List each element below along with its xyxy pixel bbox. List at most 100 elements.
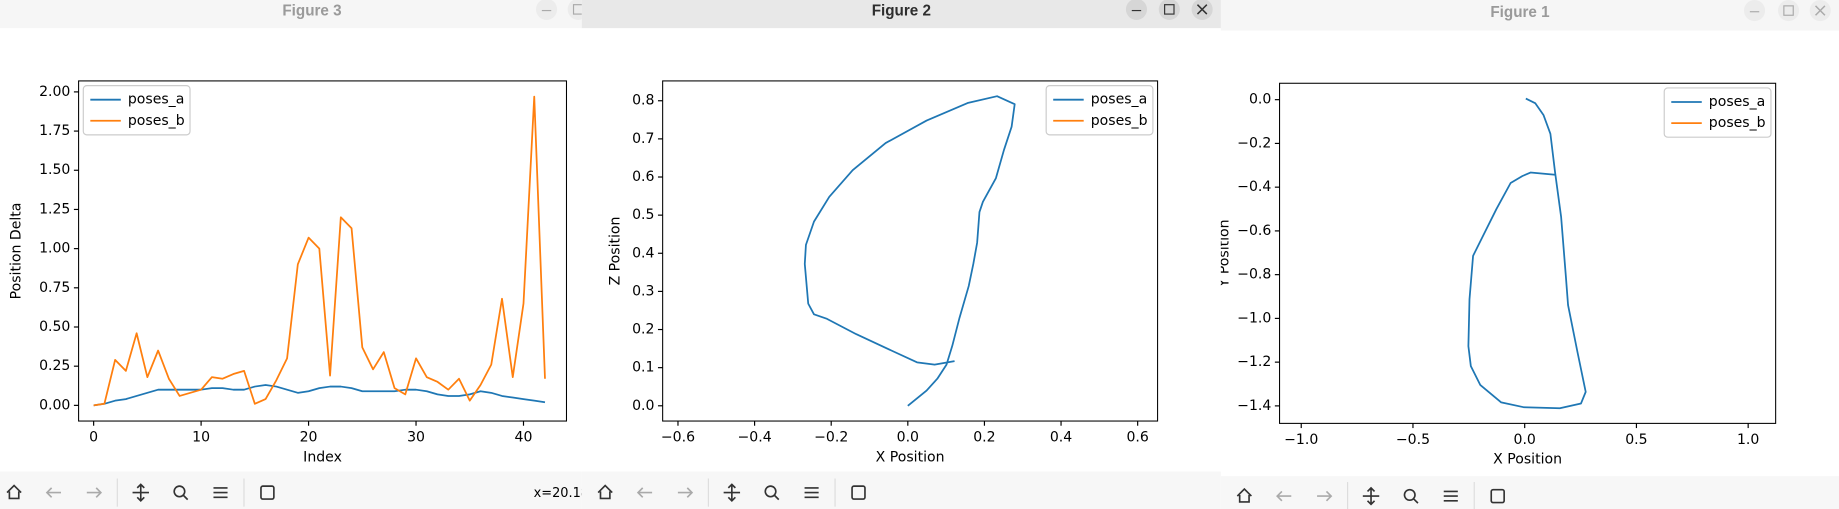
data-line [93, 384, 546, 407]
x-tick-label: 0.2 [973, 429, 995, 445]
configure-button[interactable] [213, 487, 228, 499]
x-tick-label: 10 [192, 429, 210, 445]
forward-button[interactable] [86, 487, 103, 498]
y-tick-label: 0.25 [39, 358, 70, 374]
save-button[interactable] [260, 485, 275, 500]
zoom-button[interactable] [1403, 488, 1416, 502]
forward-button[interactable] [677, 487, 694, 498]
y-tick-label: −0.2 [1237, 135, 1271, 151]
axes-frame [662, 80, 1159, 422]
y-tick-label: −1.4 [1237, 398, 1271, 414]
maximize-icon [1783, 5, 1794, 16]
home-button[interactable] [6, 484, 22, 500]
toolbar [1200, 476, 1839, 509]
window: Figure 1 −1.0 −0.5 0.0 0.5 1.0 0.0 −0.2 −0.4 −0.6… [1200, 0, 1839, 509]
y-tick-label: 0.1 [632, 360, 654, 376]
zoom-handle [774, 494, 780, 501]
window-button[interactable] [535, 0, 558, 20]
y-tick-label: 0.3 [632, 283, 654, 299]
window-title: Figure 1 [1490, 4, 1550, 21]
data-line [93, 95, 546, 407]
y-tick-label: 1.00 [39, 241, 70, 257]
zoom-handle [182, 494, 189, 501]
y-axis-label: Position Delta [8, 203, 24, 300]
home-button[interactable] [597, 484, 613, 500]
pan-button[interactable] [723, 483, 741, 502]
window-button[interactable] [1777, 0, 1800, 22]
y-tick-label: 0.5 [632, 207, 654, 223]
x-tick-label: 40 [515, 429, 533, 445]
legend-label: poses_a [128, 92, 184, 108]
y-tick-label: 1.50 [39, 162, 70, 178]
x-tick-label: −0.5 [1396, 432, 1430, 448]
y-tick-label: 0.2 [632, 322, 654, 338]
window-button[interactable] [1125, 0, 1148, 20]
window-button[interactable] [1743, 0, 1766, 22]
legend-box [1663, 87, 1772, 138]
y-tick-label: 0.4 [632, 245, 654, 261]
window-title: Figure 3 [282, 3, 341, 20]
x-tick-label: 30 [407, 429, 425, 445]
close-icon [1814, 5, 1826, 16]
y-tick-label: −1.0 [1237, 310, 1271, 326]
legend-box [1045, 85, 1154, 136]
toolbar [581, 471, 1221, 509]
legend-label: poses_b [128, 113, 185, 129]
zoom-button[interactable] [764, 485, 777, 498]
maximize-icon [1164, 4, 1175, 15]
x-tick-label: 0.0 [1514, 432, 1536, 448]
x-tick-label: 1.0 [1737, 432, 1759, 448]
y-tick-label: −0.8 [1237, 267, 1271, 283]
x-tick-label: 0.0 [897, 429, 919, 445]
x-tick-label: 0.4 [1050, 429, 1072, 445]
y-tick-label: 0.00 [39, 397, 70, 413]
data-line [803, 95, 1016, 407]
x-tick-label: 0.6 [1126, 429, 1148, 445]
zoom-button[interactable] [173, 485, 186, 498]
y-axis-label: Z Position [608, 217, 624, 286]
y-tick-label: 0.6 [632, 169, 654, 185]
back-button[interactable] [1276, 490, 1292, 502]
home-button[interactable] [1236, 487, 1252, 503]
legend-label: poses_a [1709, 94, 1765, 110]
forward-button[interactable] [1317, 490, 1333, 502]
x-tick-label: −0.4 [738, 429, 772, 445]
legend-box [82, 85, 191, 136]
y-tick-label: 1.75 [39, 123, 70, 139]
x-tick-label: 0 [89, 429, 98, 445]
y-tick-label: −1.2 [1237, 354, 1271, 370]
y-tick-label: 0.0 [1249, 92, 1271, 108]
close-icon [1196, 4, 1208, 15]
title-bar [0, 0, 624, 29]
back-button[interactable] [45, 487, 62, 498]
zoom-handle [1413, 498, 1419, 504]
y-tick-label: 1.25 [39, 201, 70, 217]
configure-button[interactable] [1443, 490, 1458, 502]
back-button[interactable] [636, 487, 653, 498]
window: Figure 3x=20.18 y0 10 20 30 400.000.250.500.… [0, 0, 624, 509]
save-button[interactable] [1490, 488, 1505, 504]
window-body [1200, 0, 1839, 509]
window-body [581, 0, 1221, 509]
y-tick-label: 0.7 [632, 131, 654, 147]
y-tick-label: 0.0 [632, 398, 654, 414]
window-title: Figure 2 [872, 3, 931, 20]
save-button[interactable] [851, 485, 866, 500]
toolbar [0, 471, 624, 509]
x-tick-label: −1.0 [1284, 432, 1318, 448]
pan-button[interactable] [132, 483, 149, 502]
legend-label: poses_b [1091, 113, 1148, 129]
legend-label: poses_b [1709, 115, 1766, 131]
y-tick-label: 0.50 [39, 319, 70, 335]
title-bar [581, 0, 1221, 29]
axes-frame [78, 80, 568, 422]
y-tick-label: 0.8 [632, 93, 654, 109]
x-axis-label: X Position [1493, 452, 1562, 468]
legend-label: poses_a [1091, 92, 1147, 108]
pan-button[interactable] [1362, 486, 1380, 506]
configure-button[interactable] [804, 487, 819, 499]
data-line [1467, 97, 1587, 410]
